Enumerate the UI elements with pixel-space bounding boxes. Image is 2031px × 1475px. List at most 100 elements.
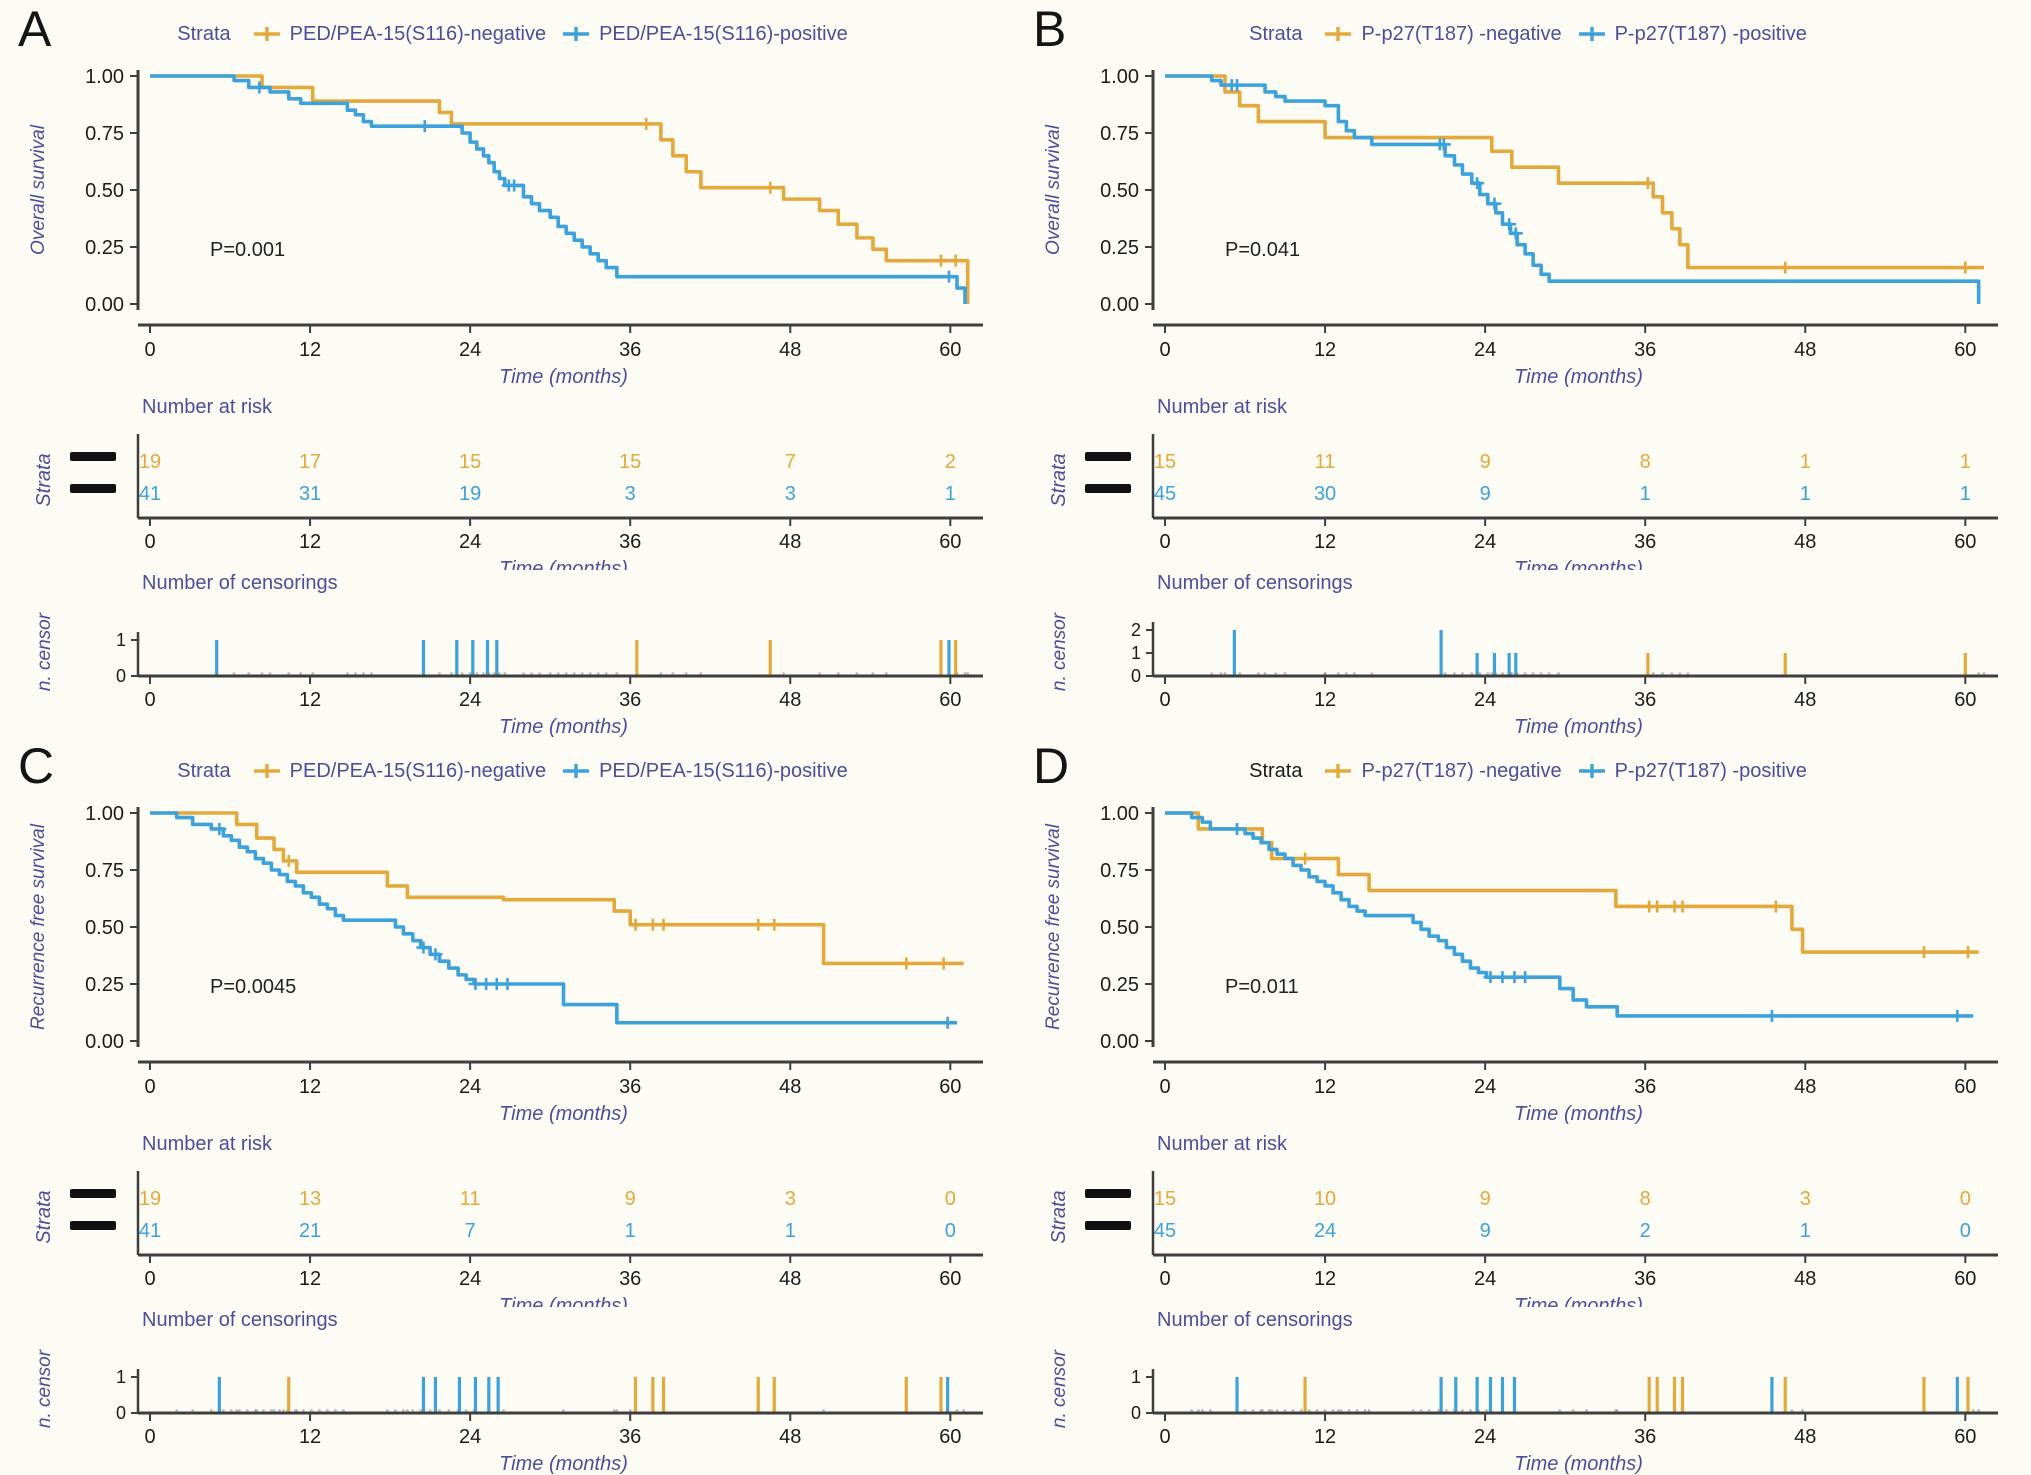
svg-text:60: 60 <box>939 531 961 553</box>
svg-text:n. censor: n. censor <box>1049 612 1070 691</box>
svg-text:0: 0 <box>1159 689 1170 711</box>
svg-text:24: 24 <box>1474 339 1496 361</box>
legend-strata-label: Strata <box>177 22 231 45</box>
svg-text:24: 24 <box>1474 1426 1496 1448</box>
svg-text:1: 1 <box>1800 451 1811 473</box>
svg-text:0.50: 0.50 <box>85 180 124 202</box>
svg-text:9: 9 <box>1480 1220 1491 1242</box>
panel-C-header: C Strata PED/PEA-15(S116)-negative PED/P… <box>10 738 1015 799</box>
svg-text:Time (months): Time (months) <box>1514 366 1643 388</box>
risk-table-title: Number at risk <box>1157 396 1288 418</box>
svg-text:Recurrence free survival: Recurrence free survival <box>1043 823 1064 1030</box>
svg-text:Strata: Strata <box>33 1190 55 1243</box>
number-at-risk-table: Strata 19 17 15 15 7 241 31 19 3 3 10 12 24 36 48 60Time… <box>33 434 983 570</box>
svg-text:48: 48 <box>779 531 801 553</box>
svg-text:3: 3 <box>785 1188 796 1210</box>
svg-text:0: 0 <box>116 666 126 686</box>
svg-text:0: 0 <box>144 1076 155 1098</box>
censor-plus-icon <box>563 764 590 778</box>
censor-plus-icon <box>1325 764 1352 778</box>
svg-text:Time (months): Time (months) <box>499 1453 628 1475</box>
svg-text:60: 60 <box>939 1076 961 1098</box>
svg-text:24: 24 <box>459 1076 481 1098</box>
risk-table-title: Number at risk <box>1157 1133 1288 1155</box>
svg-text:0: 0 <box>1159 1268 1170 1290</box>
svg-text:36: 36 <box>619 689 641 711</box>
svg-text:0: 0 <box>1159 531 1170 553</box>
legend-item-positive: P-p27(T187) -positive <box>1576 760 1807 783</box>
legend-item-negative: PED/PEA-15(S116)-negative <box>251 23 546 46</box>
svg-text:48: 48 <box>779 689 801 711</box>
svg-text:60: 60 <box>1954 689 1976 711</box>
svg-text:10: 10 <box>1314 1188 1336 1210</box>
svg-text:24: 24 <box>1474 531 1496 553</box>
panel-B: B Strata P-p27(T187) -negative P-p27(T18… <box>1015 0 2031 737</box>
svg-text:12: 12 <box>299 1426 321 1448</box>
svg-text:11: 11 <box>460 1188 481 1210</box>
panel-D-header: D Strata P-p27(T187) -negative P-p27(T18… <box>1025 738 2031 799</box>
censor-plus-icon <box>253 764 280 778</box>
panel-D: D Strata P-p27(T187) -negative P-p27(T18… <box>1015 737 2031 1475</box>
km-legend-B: Strata P-p27(T187) -negative P-p27(T187)… <box>1249 23 1807 46</box>
svg-text:Time (months): Time (months) <box>1514 716 1643 737</box>
svg-text:0.50: 0.50 <box>1100 180 1139 202</box>
svg-text:48: 48 <box>779 1076 801 1098</box>
svg-text:9: 9 <box>625 1188 636 1210</box>
svg-text:36: 36 <box>619 1076 641 1098</box>
risk-table-title: Number at risk <box>142 396 273 418</box>
svg-text:12: 12 <box>1314 339 1336 361</box>
legend-entry-label: P-p27(T187) -negative <box>1361 22 1562 45</box>
svg-text:3: 3 <box>625 483 636 505</box>
svg-text:0: 0 <box>945 1220 956 1242</box>
svg-text:12: 12 <box>299 531 321 553</box>
svg-text:12: 12 <box>1314 689 1336 711</box>
svg-text:3: 3 <box>1800 1188 1811 1210</box>
legend-item-positive: PED/PEA-15(S116)-positive <box>560 23 848 46</box>
svg-text:2: 2 <box>1131 620 1141 640</box>
svg-text:0: 0 <box>144 1268 155 1290</box>
svg-text:0.25: 0.25 <box>1100 237 1139 259</box>
km-legend-A: Strata PED/PEA-15(S116)-negative PED/PEA… <box>177 23 847 46</box>
svg-text:1: 1 <box>1131 643 1141 663</box>
svg-text:1.00: 1.00 <box>1100 803 1139 825</box>
svg-text:48: 48 <box>1794 531 1816 553</box>
svg-text:Overall survival: Overall survival <box>28 124 49 255</box>
svg-text:24: 24 <box>1474 689 1496 711</box>
svg-text:12: 12 <box>1314 531 1336 553</box>
svg-text:0: 0 <box>144 689 155 711</box>
svg-text:Recurrence free survival: Recurrence free survival <box>28 823 49 1030</box>
censor-plus-icon <box>563 27 590 41</box>
svg-text:Time (months): Time (months) <box>499 716 628 737</box>
censor-plot-title: Number of censorings <box>142 1309 338 1331</box>
legend-entry-label: P-p27(T187) -positive <box>1614 759 1807 782</box>
legend-entry-label: PED/PEA-15(S116)-negative <box>289 759 547 782</box>
svg-text:12: 12 <box>1314 1076 1336 1098</box>
svg-text:0: 0 <box>1159 339 1170 361</box>
censor-plus-icon <box>253 27 280 41</box>
panel-letter-D: D <box>1033 738 1071 794</box>
svg-text:36: 36 <box>1634 339 1656 361</box>
svg-text:24: 24 <box>1474 1268 1496 1290</box>
km-survival-plot: 1.00 0.75 0.50 0.25 0.00 0 12 24 36 48 60 Time (mon… <box>1043 803 1998 1125</box>
svg-text:12: 12 <box>299 339 321 361</box>
svg-text:1: 1 <box>1640 483 1651 505</box>
svg-text:1: 1 <box>785 1220 796 1242</box>
svg-text:36: 36 <box>1634 1076 1656 1098</box>
svg-text:60: 60 <box>939 1268 961 1290</box>
panel-C: C Strata PED/PEA-15(S116)-negative PED/P… <box>0 737 1015 1475</box>
km-survival-plot: 1.00 0.75 0.50 0.25 0.00 0 12 24 36 48 60 Time (mon… <box>1043 66 1998 388</box>
svg-text:12: 12 <box>1314 1426 1336 1448</box>
svg-text:60: 60 <box>1954 1426 1976 1448</box>
legend-entry-label: PED/PEA-15(S116)-negative <box>289 22 547 45</box>
svg-text:0: 0 <box>1131 1403 1141 1423</box>
svg-text:0.25: 0.25 <box>85 974 124 996</box>
legend-item-positive: PED/PEA-15(S116)-positive <box>560 760 848 783</box>
panel-A-header: A Strata PED/PEA-15(S116)-negative PED/P… <box>10 1 1015 62</box>
svg-text:Time (months): Time (months) <box>499 558 628 570</box>
svg-text:36: 36 <box>1634 1426 1656 1448</box>
legend-entry-label: PED/PEA-15(S116)-positive <box>599 759 848 782</box>
svg-text:1: 1 <box>1960 451 1971 473</box>
legend-strata-label: Strata <box>1249 22 1303 45</box>
